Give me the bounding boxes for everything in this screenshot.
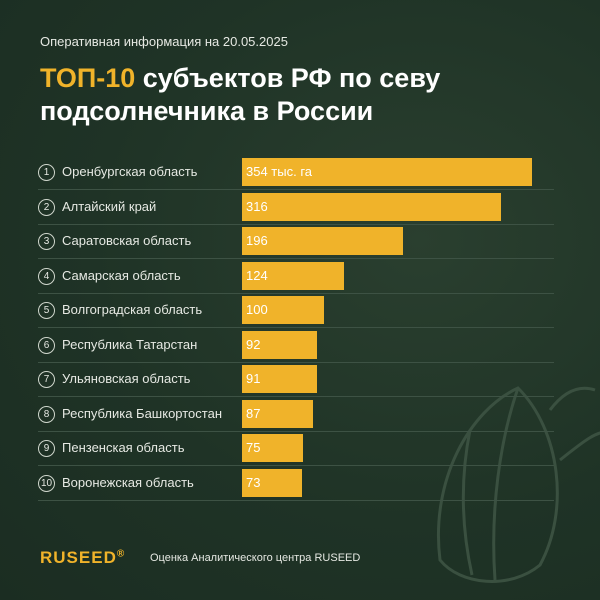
row-divider [38, 499, 554, 501]
bar-value-label: 354 тыс. га [246, 164, 313, 179]
row-divider [38, 465, 554, 466]
bar-value-label: 316 [246, 198, 268, 214]
row-divider [38, 189, 554, 190]
bar-value-label: 100 [246, 302, 268, 317]
row-divider [38, 292, 554, 294]
bar [242, 158, 532, 186]
bar-value-label: 73 [246, 474, 261, 490]
rank-badge: 9 [38, 440, 55, 457]
row-divider [38, 430, 554, 432]
region-label: Волгоградская область [62, 302, 203, 317]
bar [242, 330, 318, 359]
date-line: Оперативная информация на 20.05.2025 [40, 34, 288, 49]
bar-value-label: 196 [246, 233, 268, 248]
bar-value-label: 87 [246, 405, 261, 421]
rank-badge: 3 [38, 233, 55, 250]
bar [242, 192, 501, 221]
row-divider [38, 396, 554, 397]
bar-value-label: 75 [246, 440, 261, 455]
bar-value-label: 91 [246, 371, 261, 386]
rank-badge: 7 [38, 371, 55, 388]
bar [242, 468, 302, 497]
row-divider [38, 223, 554, 225]
region-label: Самарская область [62, 267, 181, 283]
rank-badge: 6 [38, 336, 55, 354]
title-accent: ТОП-10 [40, 63, 136, 93]
rank-badge: 4 [38, 267, 55, 285]
region-label: Воронежская область [62, 474, 194, 490]
registered-mark: ® [116, 548, 126, 560]
ruseed-logo: RUSEED® [40, 548, 125, 568]
page-title: ТОП-10 субъектов РФ по севу подсолнечник… [40, 62, 560, 128]
region-label: Саратовская область [62, 233, 192, 248]
bar [242, 227, 403, 255]
rank-badge: 2 [38, 198, 55, 216]
region-label: Ульяновская область [62, 371, 191, 386]
bar-value-label: 92 [246, 336, 261, 352]
region-label: Пензенская область [62, 440, 185, 455]
rank-badge: 5 [38, 302, 55, 319]
bar [242, 434, 304, 462]
rank-badge: 8 [38, 405, 55, 423]
row-divider [38, 327, 554, 328]
row-divider [38, 361, 554, 363]
region-label: Республика Башкортостан [62, 405, 222, 421]
bar [242, 261, 344, 290]
sunflower-seed-icon [437, 386, 600, 583]
bar [242, 296, 324, 324]
title-rest: субъектов РФ по севу подсолнечника в Рос… [40, 63, 441, 126]
rank-badge: 10 [38, 474, 55, 492]
bar [242, 399, 314, 428]
region-label: Оренбургская область [62, 164, 198, 179]
rank-badge: 1 [38, 164, 55, 181]
region-label: Республика Татарстан [62, 336, 198, 352]
row-divider [38, 258, 554, 259]
bar [242, 365, 317, 393]
brand-name: RUSEED [40, 548, 117, 567]
footer-note: Оценка Аналитического центра RUSEED [150, 552, 361, 564]
region-label: Алтайский край [62, 198, 157, 214]
bar-value-label: 124 [246, 267, 268, 283]
